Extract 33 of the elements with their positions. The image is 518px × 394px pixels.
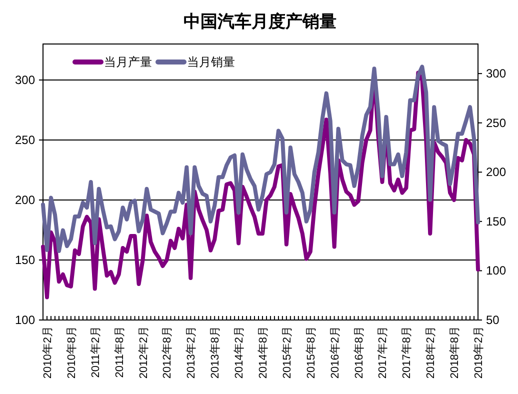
y-tick-label: 150 bbox=[14, 253, 36, 267]
x-tick-label: 2018年2月 bbox=[425, 326, 438, 379]
x-tick-label: 2013年8月 bbox=[210, 326, 222, 379]
x-tick-label: 2015年8月 bbox=[305, 326, 318, 379]
y-tick-label: 100 bbox=[14, 313, 36, 327]
x-tick-label: 2014年2月 bbox=[234, 326, 246, 379]
x-tick-label: 2016年2月 bbox=[329, 326, 342, 379]
x-tick-label: 2019年2月 bbox=[473, 326, 485, 379]
y2-tick-label: 150 bbox=[486, 214, 506, 228]
x-tick-label: 2011年8月 bbox=[114, 326, 126, 378]
x-tick-label: 2013年2月 bbox=[186, 326, 198, 379]
x-tick-label: 2011年2月 bbox=[90, 326, 102, 378]
x-tick-label: 2010年2月 bbox=[42, 326, 54, 379]
y2-tick-label: 250 bbox=[486, 116, 506, 130]
y2-tick-label: 200 bbox=[486, 165, 506, 180]
y2-tick-label: 50 bbox=[486, 313, 500, 327]
y-tick-label: 300 bbox=[14, 73, 36, 87]
y-tick-label: 250 bbox=[14, 133, 36, 147]
y2-tick-label: 100 bbox=[486, 264, 506, 278]
x-tick-label: 2016年8月 bbox=[353, 326, 366, 379]
y-tick-label: 200 bbox=[14, 193, 36, 207]
chart-title: 中国汽车月度产销量 bbox=[184, 12, 336, 31]
legend-label: 当月销量 bbox=[187, 55, 235, 69]
x-tick-label: 2012年2月 bbox=[138, 326, 150, 379]
x-tick-label: 2012年8月 bbox=[162, 326, 174, 379]
x-tick-label: 2010年8月 bbox=[66, 326, 78, 379]
legend-label: 当月产量 bbox=[104, 55, 152, 69]
x-tick-label: 2018年8月 bbox=[449, 326, 462, 379]
y2-tick-label: 300 bbox=[486, 66, 506, 81]
x-tick-label: 2017年2月 bbox=[377, 326, 390, 379]
x-tick-label: 2014年8月 bbox=[257, 326, 270, 379]
x-tick-label: 2017年8月 bbox=[401, 326, 414, 379]
x-tick-label: 2015年2月 bbox=[281, 326, 294, 379]
